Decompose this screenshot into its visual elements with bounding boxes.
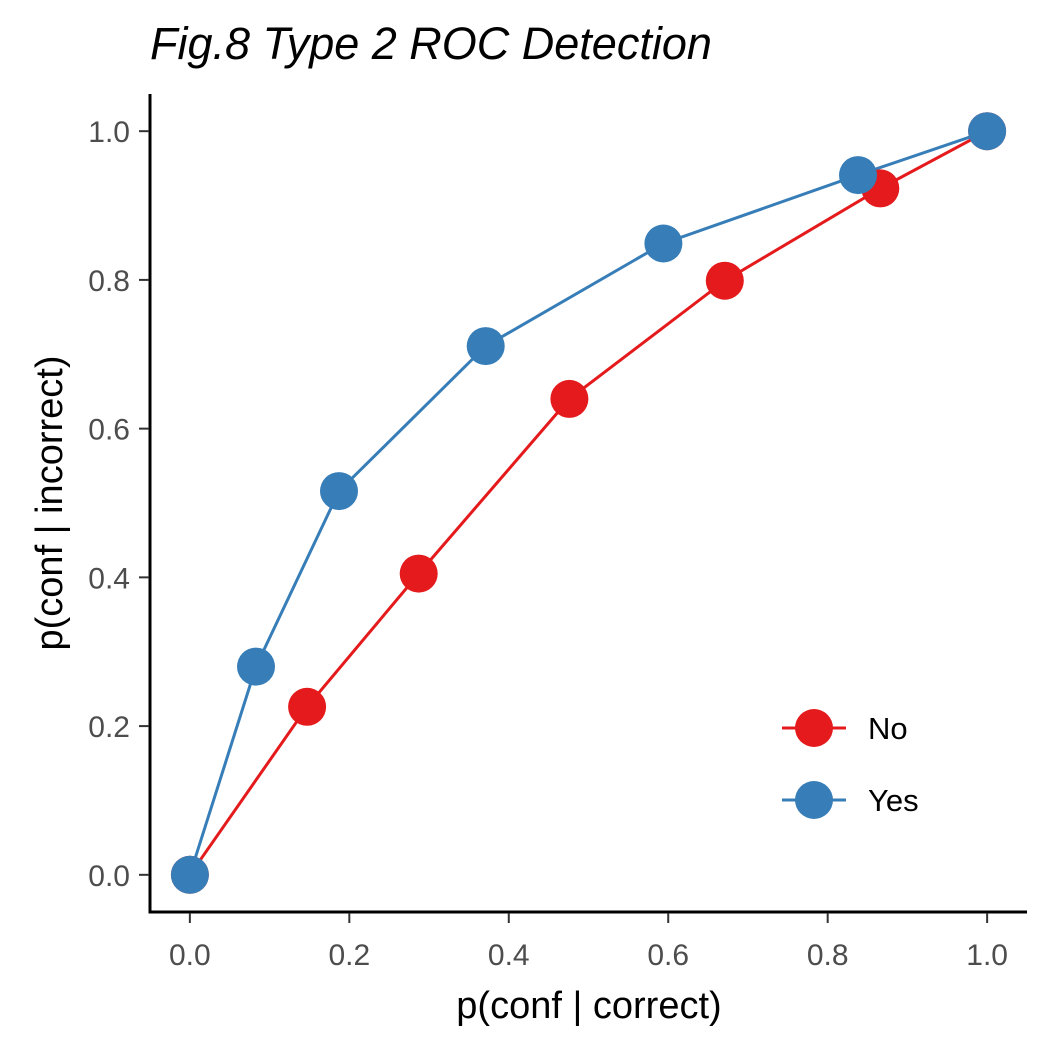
series-line-no <box>188 129 988 876</box>
x-tick-label: 0.2 <box>328 939 370 972</box>
point-no <box>399 554 438 593</box>
x-tick-label: 0.6 <box>647 939 689 972</box>
series-line-yes <box>188 129 988 876</box>
point-no <box>705 261 744 300</box>
point-no <box>550 379 589 418</box>
legend-label: Yes <box>868 783 919 818</box>
point-yes <box>839 156 877 195</box>
y-axis-ticks: 0.0 0.2 0.4 0.6 0.8 1.0 <box>88 116 149 893</box>
point-yes <box>644 224 683 263</box>
y-tick-label: 0.6 <box>88 414 130 447</box>
legend: No Yes <box>782 709 919 819</box>
x-axis-title: p(conf | correct) <box>456 985 721 1027</box>
y-tick-label: 0.0 <box>88 860 130 893</box>
y-tick-label: 0.4 <box>88 562 130 595</box>
x-tick-label: 0.8 <box>807 939 849 972</box>
y-tick-label: 0.8 <box>88 265 130 298</box>
x-axis-ticks: 0.0 0.2 0.4 0.6 0.8 1.0 <box>169 913 1008 972</box>
point-yes <box>466 327 505 366</box>
point-no <box>288 687 327 726</box>
y-tick-label: 0.2 <box>88 711 130 744</box>
point-yes <box>237 647 275 686</box>
chart-title: Fig.8 Type 2 ROC Detection <box>150 18 712 69</box>
y-tick-label: 1.0 <box>88 116 130 149</box>
point-yes <box>170 855 209 894</box>
point-yes <box>320 472 358 511</box>
y-axis-title: p(conf | incorrect) <box>29 356 71 651</box>
x-tick-label: 0.0 <box>169 939 211 972</box>
plot-area <box>170 112 1007 894</box>
legend-key-point <box>795 709 833 747</box>
point-yes <box>968 112 1007 151</box>
legend-label: No <box>868 711 908 746</box>
x-tick-label: 0.4 <box>488 939 530 972</box>
x-tick-label: 1.0 <box>966 939 1008 972</box>
legend-key-point <box>795 781 833 819</box>
